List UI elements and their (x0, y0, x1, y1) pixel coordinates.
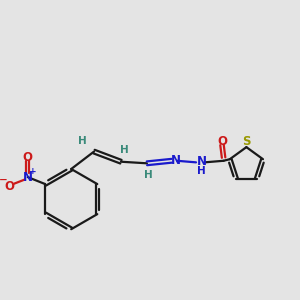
Text: N: N (197, 155, 207, 168)
Text: H: H (120, 145, 129, 155)
Text: O: O (4, 180, 14, 193)
Text: H: H (197, 166, 206, 176)
Text: O: O (217, 135, 227, 148)
Text: N: N (170, 154, 180, 167)
Text: O: O (23, 151, 33, 164)
Text: H: H (144, 170, 153, 180)
Text: +: + (29, 167, 37, 176)
Text: N: N (23, 171, 33, 184)
Text: S: S (242, 135, 250, 148)
Text: −: − (0, 175, 8, 185)
Text: H: H (78, 136, 86, 146)
